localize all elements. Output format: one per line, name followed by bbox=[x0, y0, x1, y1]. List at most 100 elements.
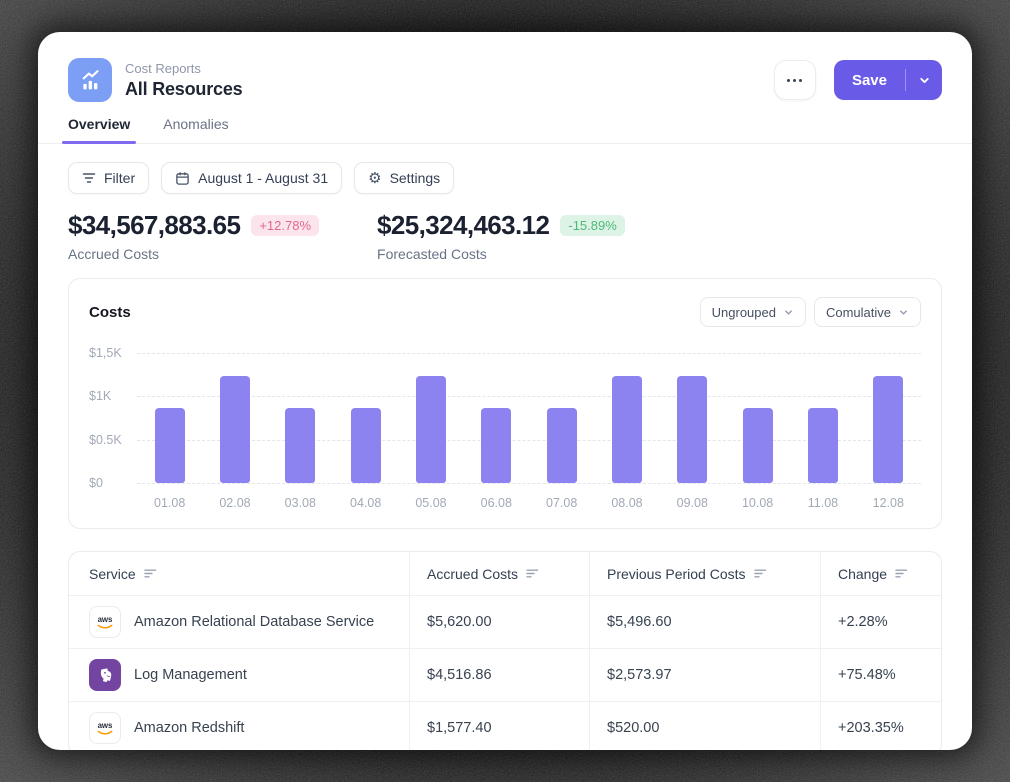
accrued-costs-cell: $4,516.86 bbox=[409, 649, 589, 701]
bar-slot bbox=[268, 353, 333, 483]
x-tick-label: 05.08 bbox=[415, 496, 447, 510]
page-title: All Resources bbox=[125, 78, 243, 99]
costs-chart-card: Costs Ungrouped Comulative $1,5K $1K $0.5K… bbox=[68, 278, 942, 529]
filter-button-label: Filter bbox=[104, 170, 136, 186]
tab-overview[interactable]: Overview bbox=[61, 110, 137, 144]
cost-bar bbox=[546, 407, 577, 483]
sort-lines-icon[interactable] bbox=[143, 568, 157, 579]
service-cell: aws Amazon Relational Database Service bbox=[69, 596, 409, 648]
y-tick-label: $1K bbox=[89, 389, 112, 404]
bar-slot bbox=[464, 353, 529, 483]
cost-bar bbox=[611, 375, 642, 483]
gear-icon: ⚙ bbox=[368, 169, 382, 187]
column-header-accrued-costs[interactable]: Accrued Costs bbox=[409, 552, 589, 595]
bar-slot bbox=[137, 353, 202, 483]
column-header-previous-period-costs[interactable]: Previous Period Costs bbox=[589, 552, 820, 595]
column-header-label: Service bbox=[89, 565, 136, 582]
header-titles: Cost Reports All Resources bbox=[125, 60, 243, 101]
gridline bbox=[137, 439, 921, 441]
bar-chart: $1,5K $1K $0.5K $0 bbox=[89, 346, 921, 490]
bars-container bbox=[137, 353, 921, 483]
sort-lines-icon[interactable] bbox=[526, 568, 539, 579]
service-name: Amazon Relational Database Service bbox=[134, 614, 375, 630]
save-split-button[interactable]: Save bbox=[833, 60, 942, 100]
tab-bar: Overview Anomalies bbox=[38, 110, 972, 144]
datadog-logo-icon bbox=[89, 659, 121, 691]
filter-button[interactable]: Filter bbox=[68, 162, 150, 194]
cost-bar bbox=[481, 407, 512, 483]
table-body: aws Amazon Relational Database Service $5… bbox=[69, 596, 941, 750]
chevron-down-icon bbox=[783, 307, 794, 318]
change-cell: +75.48% bbox=[820, 649, 941, 701]
x-tick-label: 09.08 bbox=[676, 496, 708, 510]
cost-bar bbox=[807, 407, 838, 483]
column-header-label: Change bbox=[838, 565, 888, 582]
x-axis: 01.08 02.08 03.08 04.08 05.08 06.08 07.08 08.08… bbox=[137, 496, 921, 510]
tab-anomalies[interactable]: Anomalies bbox=[163, 116, 229, 132]
plot-area bbox=[137, 353, 921, 484]
chart-title: Costs bbox=[89, 303, 131, 321]
accrued-costs-delta-badge: +12.78% bbox=[251, 215, 320, 236]
bar-chart-icon bbox=[82, 69, 99, 89]
x-tick-label: 07.08 bbox=[545, 496, 578, 510]
x-tick-label: 08.08 bbox=[611, 496, 643, 510]
bar-slot bbox=[202, 353, 267, 483]
y-axis: $1,5K $1K $0.5K $0 bbox=[89, 346, 137, 490]
column-header-service[interactable]: Service bbox=[69, 552, 409, 595]
chevron-down-icon bbox=[919, 77, 929, 83]
table-row[interactable]: aws Amazon Redshift $1,577.40 $520.00 +203.… bbox=[69, 702, 941, 750]
y-tick-label: $1,5K bbox=[89, 346, 122, 360]
sort-lines-icon[interactable] bbox=[753, 568, 767, 579]
forecasted-costs-value: $25,324,463.12 bbox=[377, 210, 550, 240]
table-header-row: Service Accrued Costs Previous Period Cost… bbox=[69, 552, 941, 596]
cost-report-window: Cost Reports All Resources Save Overview… bbox=[38, 32, 972, 750]
settings-button[interactable]: ⚙ Settings bbox=[354, 162, 455, 194]
save-button-divider bbox=[905, 69, 906, 91]
metric-forecasted-costs: $25,324,463.12 -15.89% Forecasted Costs bbox=[377, 210, 625, 262]
grouping-select-value: Ungrouped bbox=[711, 304, 776, 320]
filter-lines-icon bbox=[82, 173, 96, 183]
service-name: Amazon Redshift bbox=[134, 720, 245, 736]
svg-text:aws: aws bbox=[98, 721, 113, 730]
x-tick-label: 11.08 bbox=[807, 496, 839, 510]
change-cell: +203.35% bbox=[820, 702, 941, 750]
bar-slot bbox=[790, 353, 855, 483]
accrued-costs-value: $34,567,883.65 bbox=[68, 210, 241, 240]
x-tick-label: 04.08 bbox=[350, 496, 382, 510]
bar-slot bbox=[725, 353, 790, 483]
sort-lines-icon[interactable] bbox=[895, 568, 908, 579]
bar-slot bbox=[856, 353, 921, 483]
save-dropdown-button[interactable] bbox=[906, 60, 942, 100]
settings-button-label: Settings bbox=[389, 170, 441, 186]
x-tick-label: 01.08 bbox=[154, 496, 186, 510]
column-header-label: Previous Period Costs bbox=[607, 565, 746, 582]
table-row[interactable]: Log Management $4,516.86 $2,573.97 +75.48% bbox=[69, 649, 941, 702]
more-options-button[interactable] bbox=[773, 60, 816, 100]
cost-bar bbox=[742, 407, 773, 483]
page-header: Cost Reports All Resources Save bbox=[68, 58, 942, 102]
bar-slot bbox=[594, 353, 659, 483]
ellipsis-icon bbox=[787, 78, 791, 82]
table-row[interactable]: aws Amazon Relational Database Service $5… bbox=[69, 596, 941, 649]
cost-bar bbox=[873, 375, 904, 483]
column-header-change[interactable]: Change bbox=[820, 552, 941, 595]
grouping-select[interactable]: Ungrouped bbox=[699, 297, 806, 327]
x-tick-label: 06.08 bbox=[480, 496, 512, 510]
bar-slot bbox=[529, 353, 594, 483]
cost-bar bbox=[677, 375, 708, 483]
aggregation-select[interactable]: Comulative bbox=[813, 297, 921, 327]
header-actions: Save bbox=[773, 60, 942, 100]
calendar-icon bbox=[176, 171, 189, 185]
gridline bbox=[137, 483, 921, 484]
report-app-icon bbox=[68, 58, 112, 102]
service-cell: aws Amazon Redshift bbox=[69, 702, 409, 750]
column-header-label: Accrued Costs bbox=[427, 565, 519, 582]
x-tick-label: 02.08 bbox=[219, 496, 251, 510]
aws-logo-icon: aws bbox=[89, 606, 121, 638]
save-button[interactable]: Save bbox=[851, 71, 887, 89]
cost-bar bbox=[219, 375, 250, 483]
accrued-costs-cell: $1,577.40 bbox=[409, 702, 589, 750]
filter-toolbar: Filter August 1 - August 31 ⚙ Settings bbox=[68, 162, 942, 194]
forecasted-costs-delta-badge: -15.89% bbox=[560, 215, 625, 236]
date-range-button[interactable]: August 1 - August 31 bbox=[161, 162, 343, 194]
